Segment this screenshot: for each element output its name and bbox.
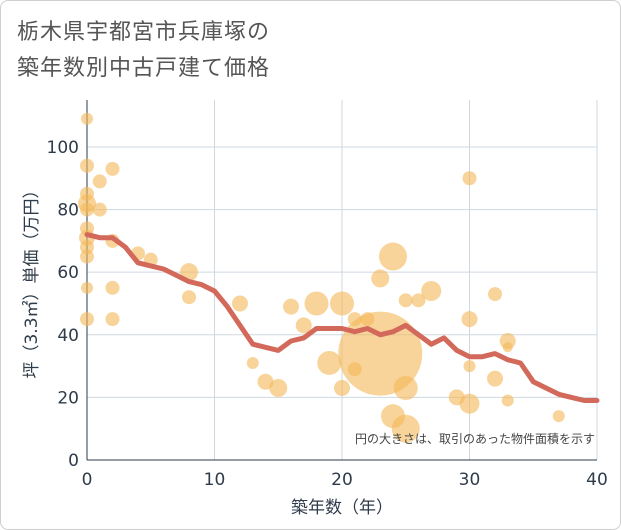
y-tick-label: 0: [68, 451, 79, 471]
bubble-point: [317, 350, 342, 375]
y-tick-label: 80: [57, 201, 79, 221]
trend-line-series: [84, 232, 600, 403]
chart-title: 栃木県宇都宮市兵庫塚の 築年数別中古戸建て価格: [17, 15, 270, 87]
x-tick-label: 10: [204, 470, 226, 490]
bubble-point: [463, 360, 476, 373]
bubble-point: [81, 281, 93, 294]
bubble-point: [552, 410, 565, 423]
bubble-point: [371, 269, 390, 288]
bubble-point: [459, 393, 480, 414]
bubble-point: [81, 112, 93, 125]
bubble-point: [421, 280, 442, 301]
y-tick-label: 60: [57, 263, 79, 283]
bubble-point: [393, 376, 418, 400]
bubble-point: [80, 202, 94, 217]
chart-title-line-1: 栃木県宇都宮市兵庫塚の: [17, 20, 271, 45]
bubble-series: [78, 112, 565, 443]
chart-title-line-2: 築年数別中古戸建て価格: [17, 56, 271, 81]
bubble-point: [269, 379, 288, 397]
x-tick-label: 30: [459, 470, 481, 490]
y-tick-label: 20: [57, 388, 79, 408]
bubble-point: [398, 293, 413, 308]
y-tick-label: 100: [47, 138, 79, 158]
x-tick-label: 40: [586, 470, 608, 490]
x-axis-label: 築年数（年）: [291, 498, 393, 518]
y-axis-label: 坪（3.3㎡）単価（万円）: [22, 181, 42, 378]
bubble-point: [334, 380, 350, 396]
bubble-point: [80, 158, 94, 173]
bubble-point: [105, 161, 120, 176]
bubble-point: [283, 298, 299, 315]
x-tick-label: 20: [331, 470, 353, 490]
bubble-size-note: 円の大きさは、取引のあった物件面積を示す: [355, 431, 595, 446]
bubble-point: [462, 171, 477, 186]
bubble-point: [105, 280, 120, 295]
tick-labels: 0 10 20 30 40 0 20 40 60 80 100: [47, 138, 608, 490]
bubble-point: [182, 290, 196, 305]
bubble-point: [488, 287, 502, 302]
bubble-point: [461, 311, 478, 328]
y-tick-label: 40: [57, 326, 79, 346]
bubble-point: [304, 291, 329, 316]
trend-line: [84, 232, 600, 403]
bubble-point: [487, 370, 503, 387]
bubble-point: [391, 414, 420, 443]
bubble-point: [92, 174, 107, 189]
bubble-point: [330, 291, 354, 316]
bubble-point: [502, 342, 513, 353]
bubble-point: [105, 312, 120, 327]
x-tick-label: 0: [82, 470, 93, 490]
bubble-point: [411, 293, 426, 308]
grid-lines: [87, 100, 598, 460]
bubble-point: [92, 202, 107, 217]
bubble-point: [501, 394, 514, 407]
bubble-point: [257, 373, 274, 390]
bubble-point: [379, 242, 407, 271]
bubble-point: [80, 249, 94, 264]
bubble-point: [246, 356, 259, 369]
bubble-point: [295, 317, 312, 334]
bubble-point: [232, 295, 248, 312]
bubble-point: [80, 312, 94, 327]
